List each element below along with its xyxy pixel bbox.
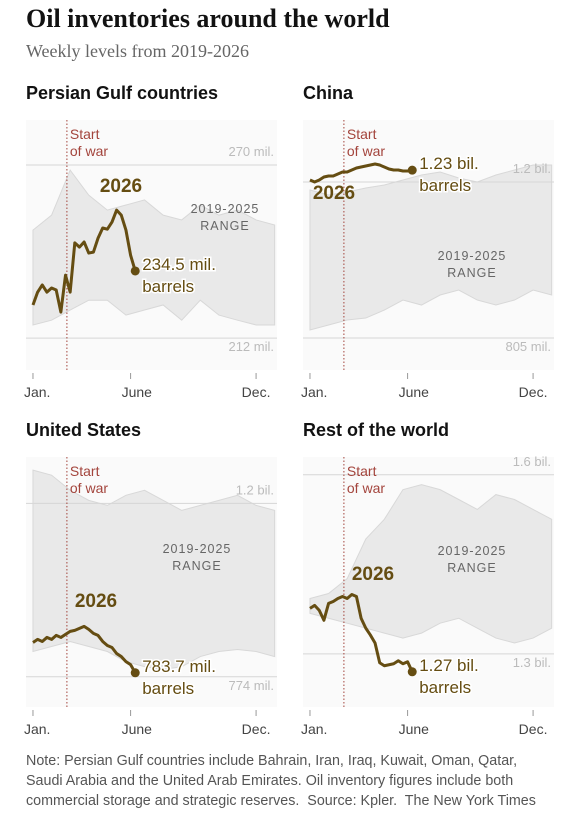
title: Oil inventories around the world (26, 4, 390, 33)
range-band (309, 484, 553, 644)
panel-title: United States (26, 420, 141, 440)
war-label: of war (70, 480, 108, 496)
range-label: 2019-2025 (438, 544, 507, 558)
x-tick-label: Dec. (519, 384, 548, 400)
x-tick-label: Dec. (242, 384, 271, 400)
war-label: Start (70, 126, 100, 142)
series-name: 2026 (75, 591, 117, 612)
war-label: Start (347, 126, 377, 142)
x-tick-label: June (399, 384, 430, 400)
series-line (309, 593, 414, 673)
y-tick-label: 774 mil. (228, 678, 274, 693)
range-band (32, 169, 276, 326)
x-tick-label: June (122, 384, 153, 400)
end-label: 1.23 bil. (419, 154, 479, 173)
x-tick-label: Jan. (301, 721, 327, 737)
series-name: 2026 (313, 183, 355, 204)
x-tick-label: Jan. (301, 384, 327, 400)
end-dot (130, 668, 140, 678)
range-label: RANGE (172, 559, 221, 573)
war-label: Start (347, 463, 377, 479)
range-label: 2019-2025 (191, 202, 260, 216)
end-label: barrels (142, 679, 194, 698)
series-line (309, 162, 413, 184)
y-tick-label: 212 mil. (228, 339, 274, 354)
note: Note: Persian Gulf countries include Bah… (26, 753, 518, 809)
source: Source: Kpler. (307, 793, 398, 809)
x-tick-label: Jan. (24, 384, 50, 400)
end-dot (407, 667, 417, 677)
end-label: barrels (419, 176, 471, 195)
range-label: RANGE (447, 266, 496, 280)
credit: The New York Times (404, 793, 536, 809)
end-label: 783.7 mil. (142, 657, 216, 676)
panel-title: China (303, 83, 354, 103)
range-label: RANGE (200, 219, 249, 233)
y-tick-label: 1.3 bil. (513, 655, 551, 670)
x-tick-label: Dec. (519, 721, 548, 737)
series-line (32, 624, 137, 674)
end-dot (407, 165, 417, 175)
subtitle: Weekly levels from 2019-2026 (26, 41, 249, 61)
end-label: barrels (142, 277, 194, 296)
y-tick-label: 270 mil. (228, 144, 274, 159)
x-tick-label: Jan. (24, 721, 50, 737)
y-tick-label: 1.2 bil. (236, 482, 274, 497)
panel-title: Rest of the world (303, 420, 449, 440)
end-label: 1.27 bil. (419, 656, 479, 675)
x-tick-label: Dec. (242, 721, 271, 737)
range-band (32, 469, 276, 671)
war-label: of war (70, 143, 108, 159)
x-tick-label: June (399, 721, 430, 737)
y-tick-label: 805 mil. (505, 339, 551, 354)
x-tick-label: June (122, 721, 153, 737)
notes: Note: Persian Gulf countries include Bah… (26, 751, 546, 811)
war-label: Start (70, 463, 100, 479)
series-line (31, 208, 137, 314)
y-tick-label: 1.6 bil. (513, 454, 551, 469)
series-name: 2026 (100, 176, 142, 197)
end-dot (130, 266, 140, 276)
war-label: of war (347, 143, 385, 159)
charts: Persian Gulf countries 2019-2025 RANGE 212 … (24, 83, 554, 737)
range-label: 2019-2025 (438, 249, 507, 263)
end-label: barrels (419, 678, 471, 697)
war-label: of war (347, 480, 385, 496)
end-label: 234.5 mil. (142, 255, 216, 274)
y-tick-label: 1.2 bil. (513, 161, 551, 176)
series-name: 2026 (352, 564, 394, 585)
panel-title: Persian Gulf countries (26, 83, 218, 103)
range-label: RANGE (447, 561, 496, 575)
range-label: 2019-2025 (163, 542, 232, 556)
